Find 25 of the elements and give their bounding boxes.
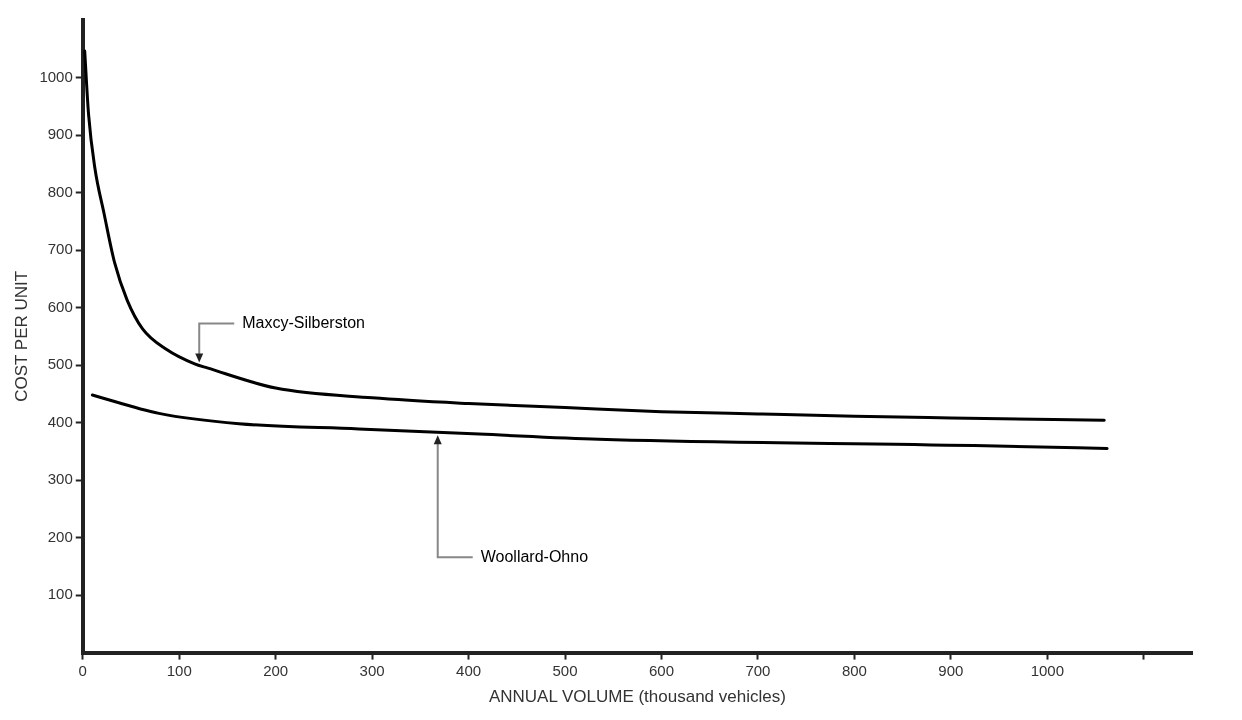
x-tick-label: 0 — [78, 661, 87, 679]
x-tick-label: 600 — [648, 661, 675, 679]
x-tick-label: 700 — [745, 661, 771, 679]
y-tick-label: 300 — [47, 470, 73, 488]
y-axis-title: COST PER UNIT — [11, 270, 31, 402]
text: Maxcy-Silberston — [242, 313, 365, 331]
x-tick-label: 800 — [841, 661, 867, 679]
y-tick-label: 600 — [47, 297, 73, 315]
y-tick-label: 900 — [47, 125, 73, 143]
x-tick-label: 500 — [552, 661, 578, 679]
y-tick-label: 700 — [47, 240, 73, 258]
y-tick-label: 100 — [47, 585, 73, 603]
x-tick-label: 1000 — [1030, 661, 1065, 679]
x-axis-title: ANNUAL VOLUME (thousand vehicles) — [488, 687, 786, 707]
x-tick-label: 900 — [938, 661, 964, 679]
y-tick-label: 800 — [47, 182, 73, 200]
x-tick-label: 100 — [166, 661, 192, 679]
y-tick-label: 200 — [47, 527, 73, 545]
x-tick-label: 400 — [456, 661, 482, 679]
x-tick-label: 300 — [359, 661, 385, 679]
y-tick-label: 500 — [47, 355, 73, 373]
x-tick-label: 200 — [263, 661, 289, 679]
y-tick-label: 1000 — [39, 67, 73, 85]
y-tick-label: 400 — [47, 412, 73, 430]
text: Woollard-Ohno — [480, 547, 589, 565]
